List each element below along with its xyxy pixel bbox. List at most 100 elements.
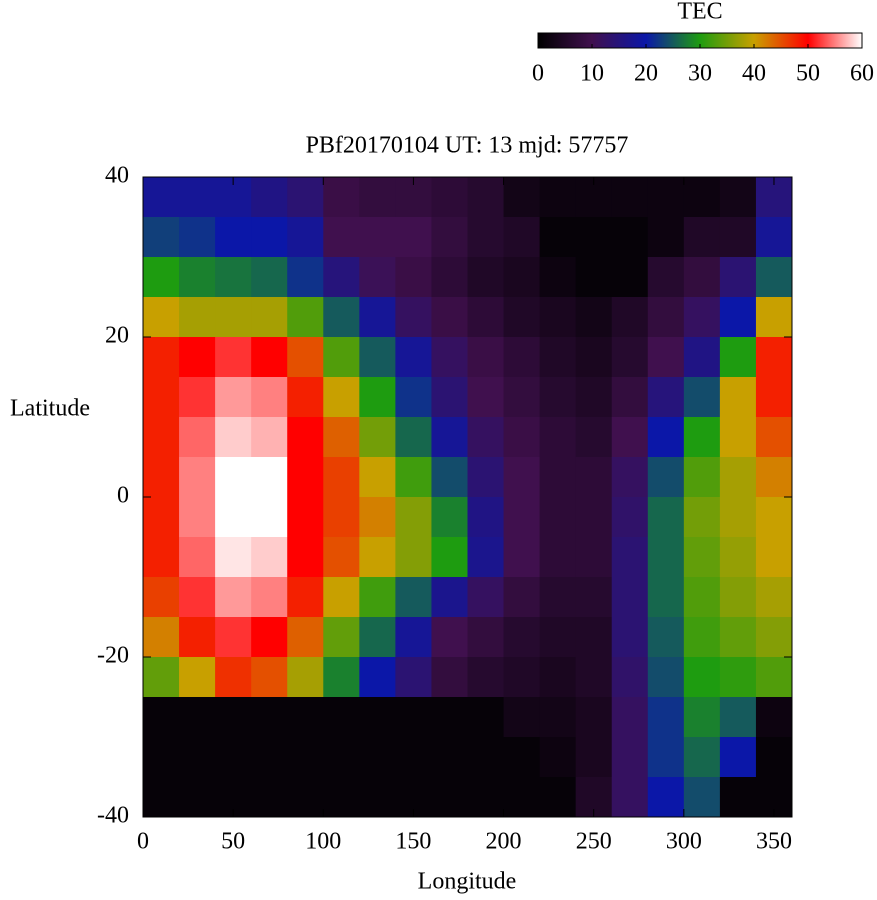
heatmap-cell (539, 777, 577, 818)
heatmap-cell (539, 377, 577, 418)
heatmap-cell (143, 537, 180, 578)
heatmap-cell (431, 777, 468, 818)
heatmap-cell (611, 257, 649, 298)
heatmap-cell (503, 417, 541, 458)
heatmap-cell (539, 297, 577, 338)
heatmap-cell (683, 297, 721, 338)
heatmap-cell (755, 657, 793, 698)
heatmap-cell (719, 257, 757, 298)
heatmap-cell (683, 417, 721, 458)
heatmap-cell (755, 217, 793, 258)
heatmap-cell (575, 617, 613, 658)
heatmap-cell (683, 497, 721, 538)
heatmap-cell (179, 697, 216, 738)
heatmap-cell (287, 417, 324, 458)
heatmap-cell (575, 377, 613, 418)
heatmap-cell (287, 377, 324, 418)
heatmap-cell (503, 257, 541, 298)
heatmap-cell (683, 537, 721, 578)
heatmap-cell (215, 417, 252, 458)
colorbar-tick-label: 0 (532, 61, 544, 87)
heatmap-cell (755, 337, 793, 378)
heatmap-cell (755, 377, 793, 418)
heatmap-cell (647, 417, 685, 458)
heatmap-cell (215, 537, 252, 578)
heatmap-cell (287, 657, 324, 698)
heatmap-cell (467, 737, 505, 778)
heatmap-cell (215, 377, 252, 418)
heatmap-cell (755, 577, 793, 618)
heatmap-cell (395, 617, 432, 658)
heatmap-cell (611, 697, 649, 738)
heatmap-cell (395, 337, 432, 378)
heatmap-cell (719, 337, 757, 378)
heatmap-cell (647, 177, 685, 218)
y-axis-label: Latitude (10, 396, 90, 422)
heatmap-cell (539, 537, 577, 578)
heatmap-cell (647, 617, 685, 658)
heatmap-cell (575, 457, 613, 498)
heatmap-cell (503, 297, 541, 338)
x-tick-label: 50 (221, 829, 245, 855)
heatmap-cell (503, 737, 541, 778)
heatmap-cell (251, 417, 288, 458)
heatmap-cell (431, 257, 468, 298)
heatmap-cell (323, 377, 360, 418)
heatmap-cell (467, 417, 505, 458)
heatmap-cell (143, 177, 180, 218)
heatmap-cell (539, 497, 577, 538)
heatmap-cell (539, 217, 577, 258)
heatmap-cell (215, 497, 252, 538)
heatmap-cell (143, 337, 180, 378)
heatmap-cell (287, 737, 324, 778)
heatmap-cell (251, 577, 288, 618)
heatmap-cell (251, 497, 288, 538)
heatmap-cell (431, 177, 468, 218)
heatmap-cell (647, 737, 685, 778)
heatmap-cell (287, 617, 324, 658)
heatmap-cell (179, 217, 216, 258)
heatmap-cell (719, 497, 757, 538)
heatmap-cell (719, 657, 757, 698)
heatmap-cell (719, 697, 757, 738)
heatmap-cell (683, 737, 721, 778)
heatmap-cell (287, 297, 324, 338)
heatmap-cell (467, 177, 505, 218)
heatmap-cell (287, 457, 324, 498)
heatmap-cell (143, 697, 180, 738)
heatmap-cell (431, 457, 468, 498)
heatmap-cell (215, 257, 252, 298)
heatmap-cell (359, 337, 396, 378)
heatmap-cell (431, 337, 468, 378)
heatmap-cell (143, 297, 180, 338)
x-tick-label: 200 (486, 829, 522, 855)
heatmap-cell (287, 697, 324, 738)
heatmap-cell (251, 457, 288, 498)
heatmap-cell (359, 657, 396, 698)
heatmap-cell (467, 257, 505, 298)
heatmap-cell (431, 577, 468, 618)
heatmap-cell (467, 497, 505, 538)
heatmap-cell (287, 257, 324, 298)
heatmap-cell (395, 217, 432, 258)
heatmap-cell (647, 697, 685, 738)
heatmap-cell (647, 537, 685, 578)
heatmap-cell (647, 457, 685, 498)
heatmap-cell (575, 577, 613, 618)
heatmap-cell (287, 777, 324, 818)
heatmap-cell (323, 777, 360, 818)
heatmap-cell (719, 537, 757, 578)
heatmap-cell (503, 497, 541, 538)
heatmap-cell (143, 577, 180, 618)
heatmap-cell (395, 257, 432, 298)
colorbar-title: TEC (677, 0, 722, 25)
heatmap-cell (323, 657, 360, 698)
heatmap-cell (395, 737, 432, 778)
heatmap-cell (683, 217, 721, 258)
heatmap-cell (179, 457, 216, 498)
x-axis-label: Longitude (418, 869, 517, 895)
heatmap-cell (539, 457, 577, 498)
heatmap-cell (611, 537, 649, 578)
heatmap-cell (539, 657, 577, 698)
